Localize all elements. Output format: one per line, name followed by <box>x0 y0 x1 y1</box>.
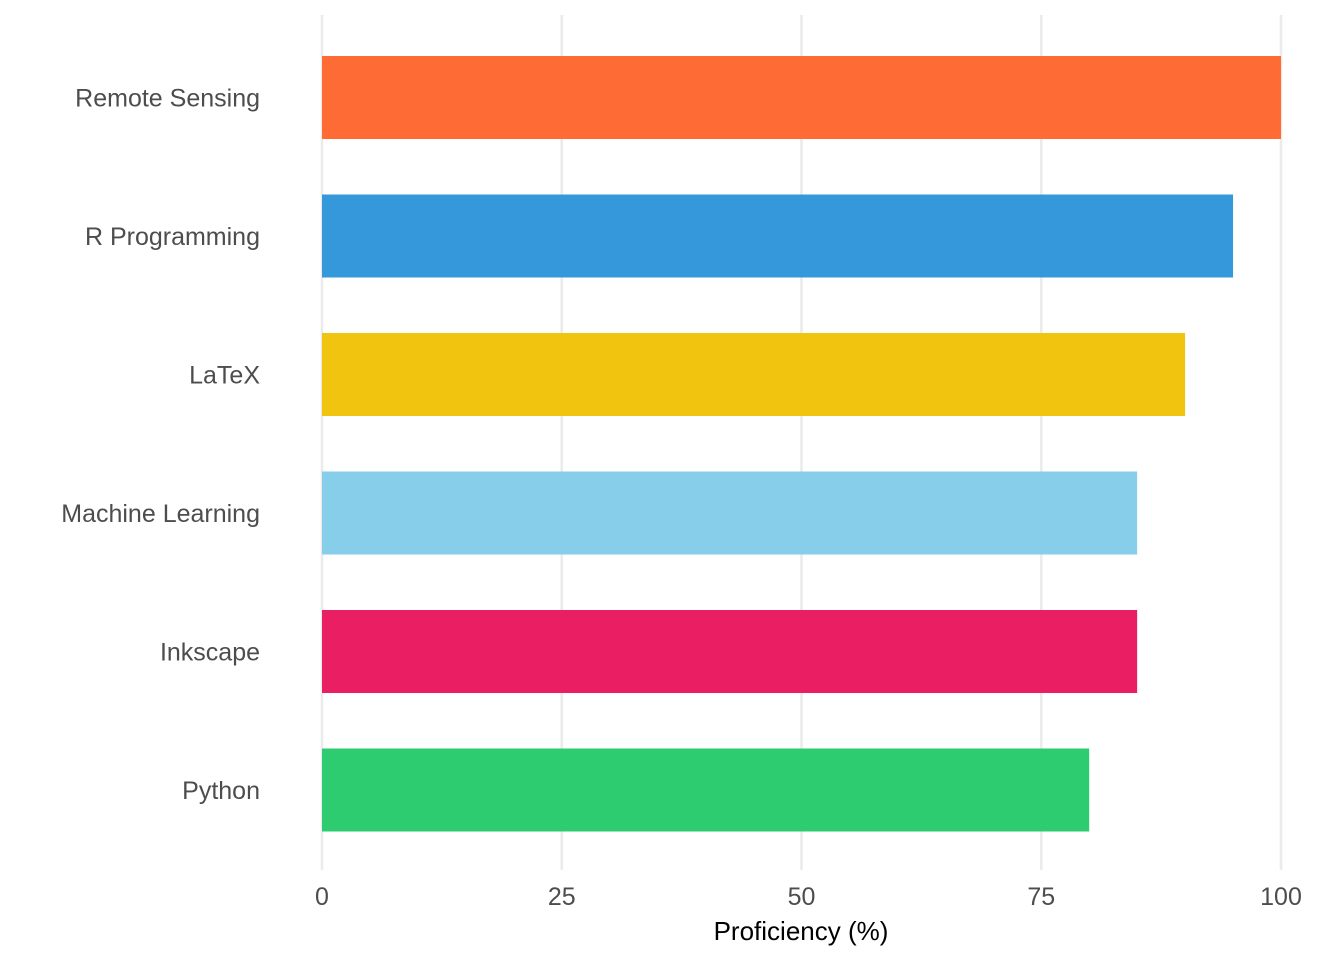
y-tick-label: Remote Sensing <box>75 85 260 113</box>
x-tick-label: 75 <box>1027 883 1055 911</box>
bar-latex <box>322 333 1186 416</box>
y-tick-label: Python <box>182 777 260 805</box>
bar-remote-sensing <box>322 56 1281 139</box>
bar-python <box>322 748 1090 832</box>
x-tick-label: 50 <box>788 883 816 911</box>
bar-r-programming <box>322 194 1234 278</box>
y-tick-label: R Programming <box>85 223 260 251</box>
y-tick-label: Inkscape <box>160 639 260 667</box>
y-tick-label: Machine Learning <box>61 500 260 528</box>
y-tick-labels: Remote Sensing R Programming LaTeX Machine … <box>61 85 260 806</box>
x-axis-title: Proficiency (%) <box>714 916 889 946</box>
x-tick-labels: 0 25 50 75 100 <box>315 883 1302 911</box>
x-tick-label: 0 <box>315 883 329 911</box>
bars <box>322 56 1281 832</box>
bar-machine-learning <box>322 471 1138 555</box>
bar-inkscape <box>322 610 1138 693</box>
x-tick-label: 100 <box>1260 883 1302 911</box>
x-gridlines <box>320 15 1283 870</box>
y-tick-label: LaTeX <box>189 362 260 390</box>
x-tick-label: 25 <box>548 883 576 911</box>
